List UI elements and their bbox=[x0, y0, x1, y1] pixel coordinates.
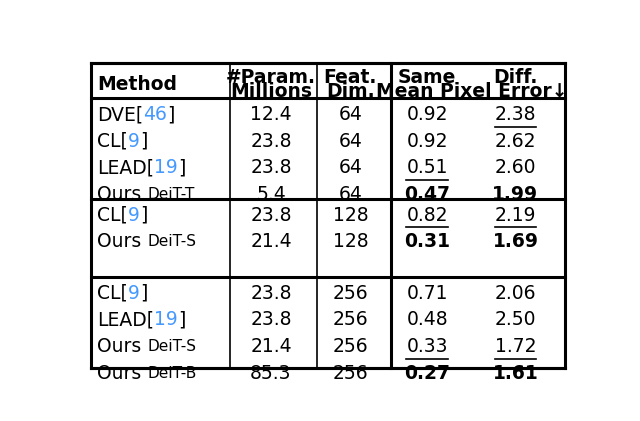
Text: Same: Same bbox=[398, 68, 456, 87]
Text: 2.50: 2.50 bbox=[495, 310, 536, 329]
Text: 0.92: 0.92 bbox=[406, 105, 448, 124]
Text: 0.27: 0.27 bbox=[404, 364, 450, 383]
Text: 46: 46 bbox=[143, 105, 168, 124]
Text: 2.06: 2.06 bbox=[495, 284, 536, 303]
Text: ]: ] bbox=[140, 206, 147, 225]
Text: 1.61: 1.61 bbox=[493, 364, 538, 383]
Text: 0.51: 0.51 bbox=[406, 158, 448, 177]
Text: DeiT-S: DeiT-S bbox=[148, 339, 196, 354]
Text: 5.4: 5.4 bbox=[256, 185, 286, 204]
Text: 0.31: 0.31 bbox=[404, 232, 450, 251]
Text: 2.62: 2.62 bbox=[495, 132, 536, 151]
Text: Ours: Ours bbox=[97, 232, 148, 251]
Text: Feat.: Feat. bbox=[324, 68, 377, 87]
Text: 21.4: 21.4 bbox=[250, 232, 292, 251]
Text: 256: 256 bbox=[333, 337, 368, 356]
Text: 64: 64 bbox=[339, 132, 362, 151]
Text: CL[: CL[ bbox=[97, 284, 128, 303]
Text: 85.3: 85.3 bbox=[250, 364, 292, 383]
Text: 64: 64 bbox=[339, 158, 362, 177]
Text: 64: 64 bbox=[339, 105, 362, 124]
Text: 0.82: 0.82 bbox=[406, 206, 448, 225]
Text: Ours: Ours bbox=[97, 337, 148, 356]
Text: 1.99: 1.99 bbox=[492, 185, 538, 204]
Text: LEAD[: LEAD[ bbox=[97, 158, 154, 177]
Text: Method: Method bbox=[97, 75, 177, 94]
Text: Diff.: Diff. bbox=[493, 68, 538, 87]
Text: 9: 9 bbox=[128, 284, 140, 303]
Text: 1.69: 1.69 bbox=[493, 232, 538, 251]
Text: 0.33: 0.33 bbox=[406, 337, 448, 356]
Text: CL[: CL[ bbox=[97, 206, 128, 225]
Text: 256: 256 bbox=[333, 364, 368, 383]
Text: Dim.: Dim. bbox=[326, 82, 374, 101]
Text: 2.19: 2.19 bbox=[495, 206, 536, 225]
Text: 19: 19 bbox=[154, 158, 178, 177]
Text: 23.8: 23.8 bbox=[250, 158, 292, 177]
Text: 23.8: 23.8 bbox=[250, 284, 292, 303]
Text: Ours: Ours bbox=[97, 185, 148, 204]
Text: 128: 128 bbox=[333, 206, 368, 225]
Text: Millions: Millions bbox=[230, 82, 312, 101]
Text: 12.4: 12.4 bbox=[250, 105, 292, 124]
Text: DVE[: DVE[ bbox=[97, 105, 143, 124]
Text: ]: ] bbox=[168, 105, 175, 124]
Text: 256: 256 bbox=[333, 310, 368, 329]
Text: 2.60: 2.60 bbox=[495, 158, 536, 177]
Text: 23.8: 23.8 bbox=[250, 132, 292, 151]
Text: ]: ] bbox=[178, 158, 186, 177]
Text: 0.48: 0.48 bbox=[406, 310, 448, 329]
Text: Mean Pixel Error↓: Mean Pixel Error↓ bbox=[376, 82, 567, 101]
Text: 1.72: 1.72 bbox=[495, 337, 536, 356]
Text: LEAD[: LEAD[ bbox=[97, 310, 154, 329]
Text: 2.38: 2.38 bbox=[495, 105, 536, 124]
Text: 23.8: 23.8 bbox=[250, 310, 292, 329]
Text: 9: 9 bbox=[128, 132, 140, 151]
Text: ]: ] bbox=[140, 132, 147, 151]
Text: ]: ] bbox=[140, 284, 147, 303]
Text: CL[: CL[ bbox=[97, 132, 128, 151]
Text: 0.92: 0.92 bbox=[406, 132, 448, 151]
Text: 0.71: 0.71 bbox=[406, 284, 448, 303]
Text: ]: ] bbox=[178, 310, 186, 329]
Text: 19: 19 bbox=[154, 310, 178, 329]
Text: DeiT-S: DeiT-S bbox=[148, 234, 196, 249]
Text: 64: 64 bbox=[339, 185, 362, 204]
Text: 256: 256 bbox=[333, 284, 368, 303]
Text: #Param.: #Param. bbox=[226, 68, 316, 87]
Text: 9: 9 bbox=[128, 206, 140, 225]
Text: 21.4: 21.4 bbox=[250, 337, 292, 356]
Text: DeiT-T: DeiT-T bbox=[148, 187, 195, 202]
Text: Ours: Ours bbox=[97, 364, 148, 383]
Text: 0.47: 0.47 bbox=[404, 185, 450, 204]
Text: DeiT-B: DeiT-B bbox=[148, 365, 197, 381]
Text: 23.8: 23.8 bbox=[250, 206, 292, 225]
Text: 128: 128 bbox=[333, 232, 368, 251]
